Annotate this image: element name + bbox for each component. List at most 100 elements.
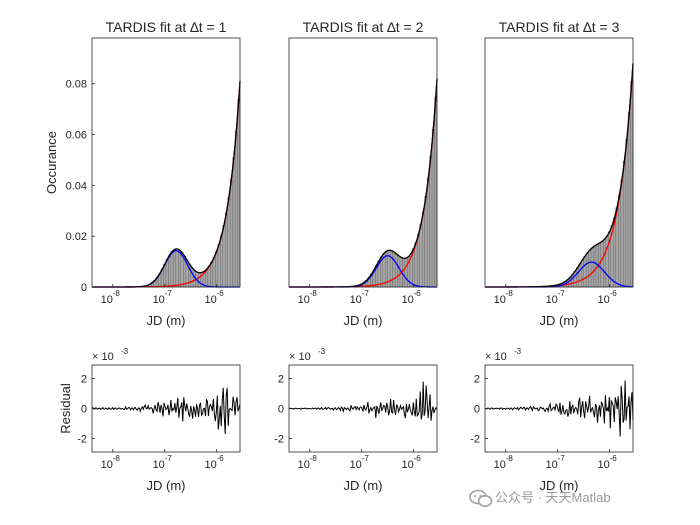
x-tick-base: 10 [298, 459, 310, 471]
x-tick-exponent: -8 [113, 289, 121, 298]
residual-line [484, 380, 634, 437]
histogram-bar [588, 249, 592, 288]
histogram-bar [431, 129, 435, 288]
x-tick-base: 10 [598, 294, 610, 306]
y-multiplier-exponent: -3 [318, 347, 326, 356]
histogram-bar [207, 265, 211, 288]
histogram-bar [426, 177, 430, 288]
histogram-bar [397, 255, 401, 288]
x-tick-base: 10 [546, 459, 558, 471]
histogram-bar [404, 257, 408, 288]
x-tick-base: 10 [101, 459, 113, 471]
histogram-bar [627, 112, 631, 288]
x-tick-exponent: -6 [414, 454, 422, 463]
x-tick-base: 10 [350, 294, 362, 306]
histogram-bar [576, 267, 579, 288]
residual-panel-2: -202× 10 -310-810-710-6JD (m) [274, 347, 438, 493]
watermark-text: 公众号 · 天天Matlab [495, 490, 611, 505]
histogram-bar [593, 245, 597, 288]
x-axis-label: JD (m) [540, 478, 579, 493]
histogram-bar [168, 254, 172, 288]
histogram-bar [578, 263, 582, 288]
x-tick-exponent: -6 [610, 289, 618, 298]
x-tick-exponent: -8 [310, 289, 318, 298]
histogram-bar [419, 223, 423, 288]
y-tick-label: 0.06 [66, 130, 87, 142]
x-tick-exponent: -6 [217, 454, 225, 463]
histogram-bar [615, 207, 619, 288]
histogram-bar [585, 252, 589, 288]
y-tick-label: 2 [474, 374, 480, 386]
x-tick-exponent: -7 [165, 289, 173, 298]
histogram-bar [573, 271, 577, 288]
x-tick-exponent: -8 [506, 454, 514, 463]
y-axis-label: Residual [58, 383, 73, 434]
histogram-bar [217, 244, 221, 288]
x-tick-base: 10 [494, 459, 506, 471]
y-tick-label: -2 [77, 434, 87, 446]
y-tick-label: 0 [81, 282, 87, 294]
histogram-bar [600, 241, 604, 288]
histogram-bar [605, 235, 609, 288]
histogram-bar [234, 130, 238, 288]
histogram-bar [414, 242, 418, 288]
histogram-bar [220, 235, 223, 288]
x-tick-exponent: -6 [414, 289, 422, 298]
x-tick-exponent: -7 [558, 454, 566, 463]
y-tick-label: -2 [274, 434, 284, 446]
panels: TARDIS fit at ∆t = 1 0 0.02 0.04 0.06 0.08 Occ… [44, 19, 634, 493]
histogram-bar [215, 251, 218, 288]
x-tick-exponent: -8 [113, 454, 121, 463]
x-axis-label: JD (m) [344, 313, 383, 328]
histogram-bar [197, 272, 201, 288]
y-tick-label: 0.04 [66, 180, 87, 192]
x-axis-label: JD (m) [147, 313, 186, 328]
histogram-bar [583, 256, 587, 288]
histogram-bar [173, 249, 177, 288]
x-tick-exponent: -6 [610, 454, 618, 463]
histogram-bar [165, 259, 169, 288]
y-tick-label: 0.08 [66, 79, 87, 91]
x-tick-base: 10 [546, 294, 558, 306]
y-tick-label: 2 [81, 374, 87, 386]
histogram-bar [229, 179, 233, 288]
y-tick-label: 0 [474, 404, 480, 416]
residual-line [91, 387, 241, 434]
histogram-bar [618, 194, 621, 288]
y-tick-label: 0 [81, 404, 87, 416]
histogram-bar [178, 249, 181, 288]
y-tick-label: 0 [278, 404, 284, 416]
histogram-bar [222, 225, 226, 288]
x-tick-base: 10 [205, 459, 217, 471]
axes-box [288, 37, 438, 288]
histogram-bar [422, 211, 425, 288]
histogram-bar [227, 197, 231, 288]
x-tick-base: 10 [101, 294, 113, 306]
histogram-bar [622, 160, 626, 288]
axes-box [91, 37, 241, 288]
panel-title: TARDIS fit at ∆t = 3 [499, 19, 620, 35]
x-tick-base: 10 [298, 294, 310, 306]
histogram-bar [175, 248, 179, 288]
histogram-bar [603, 238, 607, 288]
histogram-bar [620, 179, 624, 288]
x-tick-exponent: -8 [506, 289, 514, 298]
histogram-bar [417, 234, 420, 288]
panel-title: TARDIS fit at ∆t = 1 [106, 19, 227, 35]
x-tick-exponent: -7 [362, 454, 370, 463]
y-multiplier-base: × 10 [485, 351, 507, 363]
histogram-bar [170, 251, 174, 288]
x-tick-exponent: -6 [217, 289, 225, 298]
y-axis-label: Occurance [44, 131, 59, 194]
x-tick-base: 10 [350, 459, 362, 471]
y-multiplier-exponent: -3 [121, 347, 129, 356]
histogram-bar [212, 257, 216, 288]
x-tick-exponent: -7 [165, 454, 173, 463]
histogram-bar [392, 251, 396, 288]
histogram-panel-3: TARDIS fit at ∆t = 310-810-710-6JD (m) [484, 19, 634, 328]
y-multiplier-exponent: -3 [514, 347, 522, 356]
y-tick-label: 0.02 [66, 231, 87, 243]
x-tick-exponent: -7 [558, 289, 566, 298]
